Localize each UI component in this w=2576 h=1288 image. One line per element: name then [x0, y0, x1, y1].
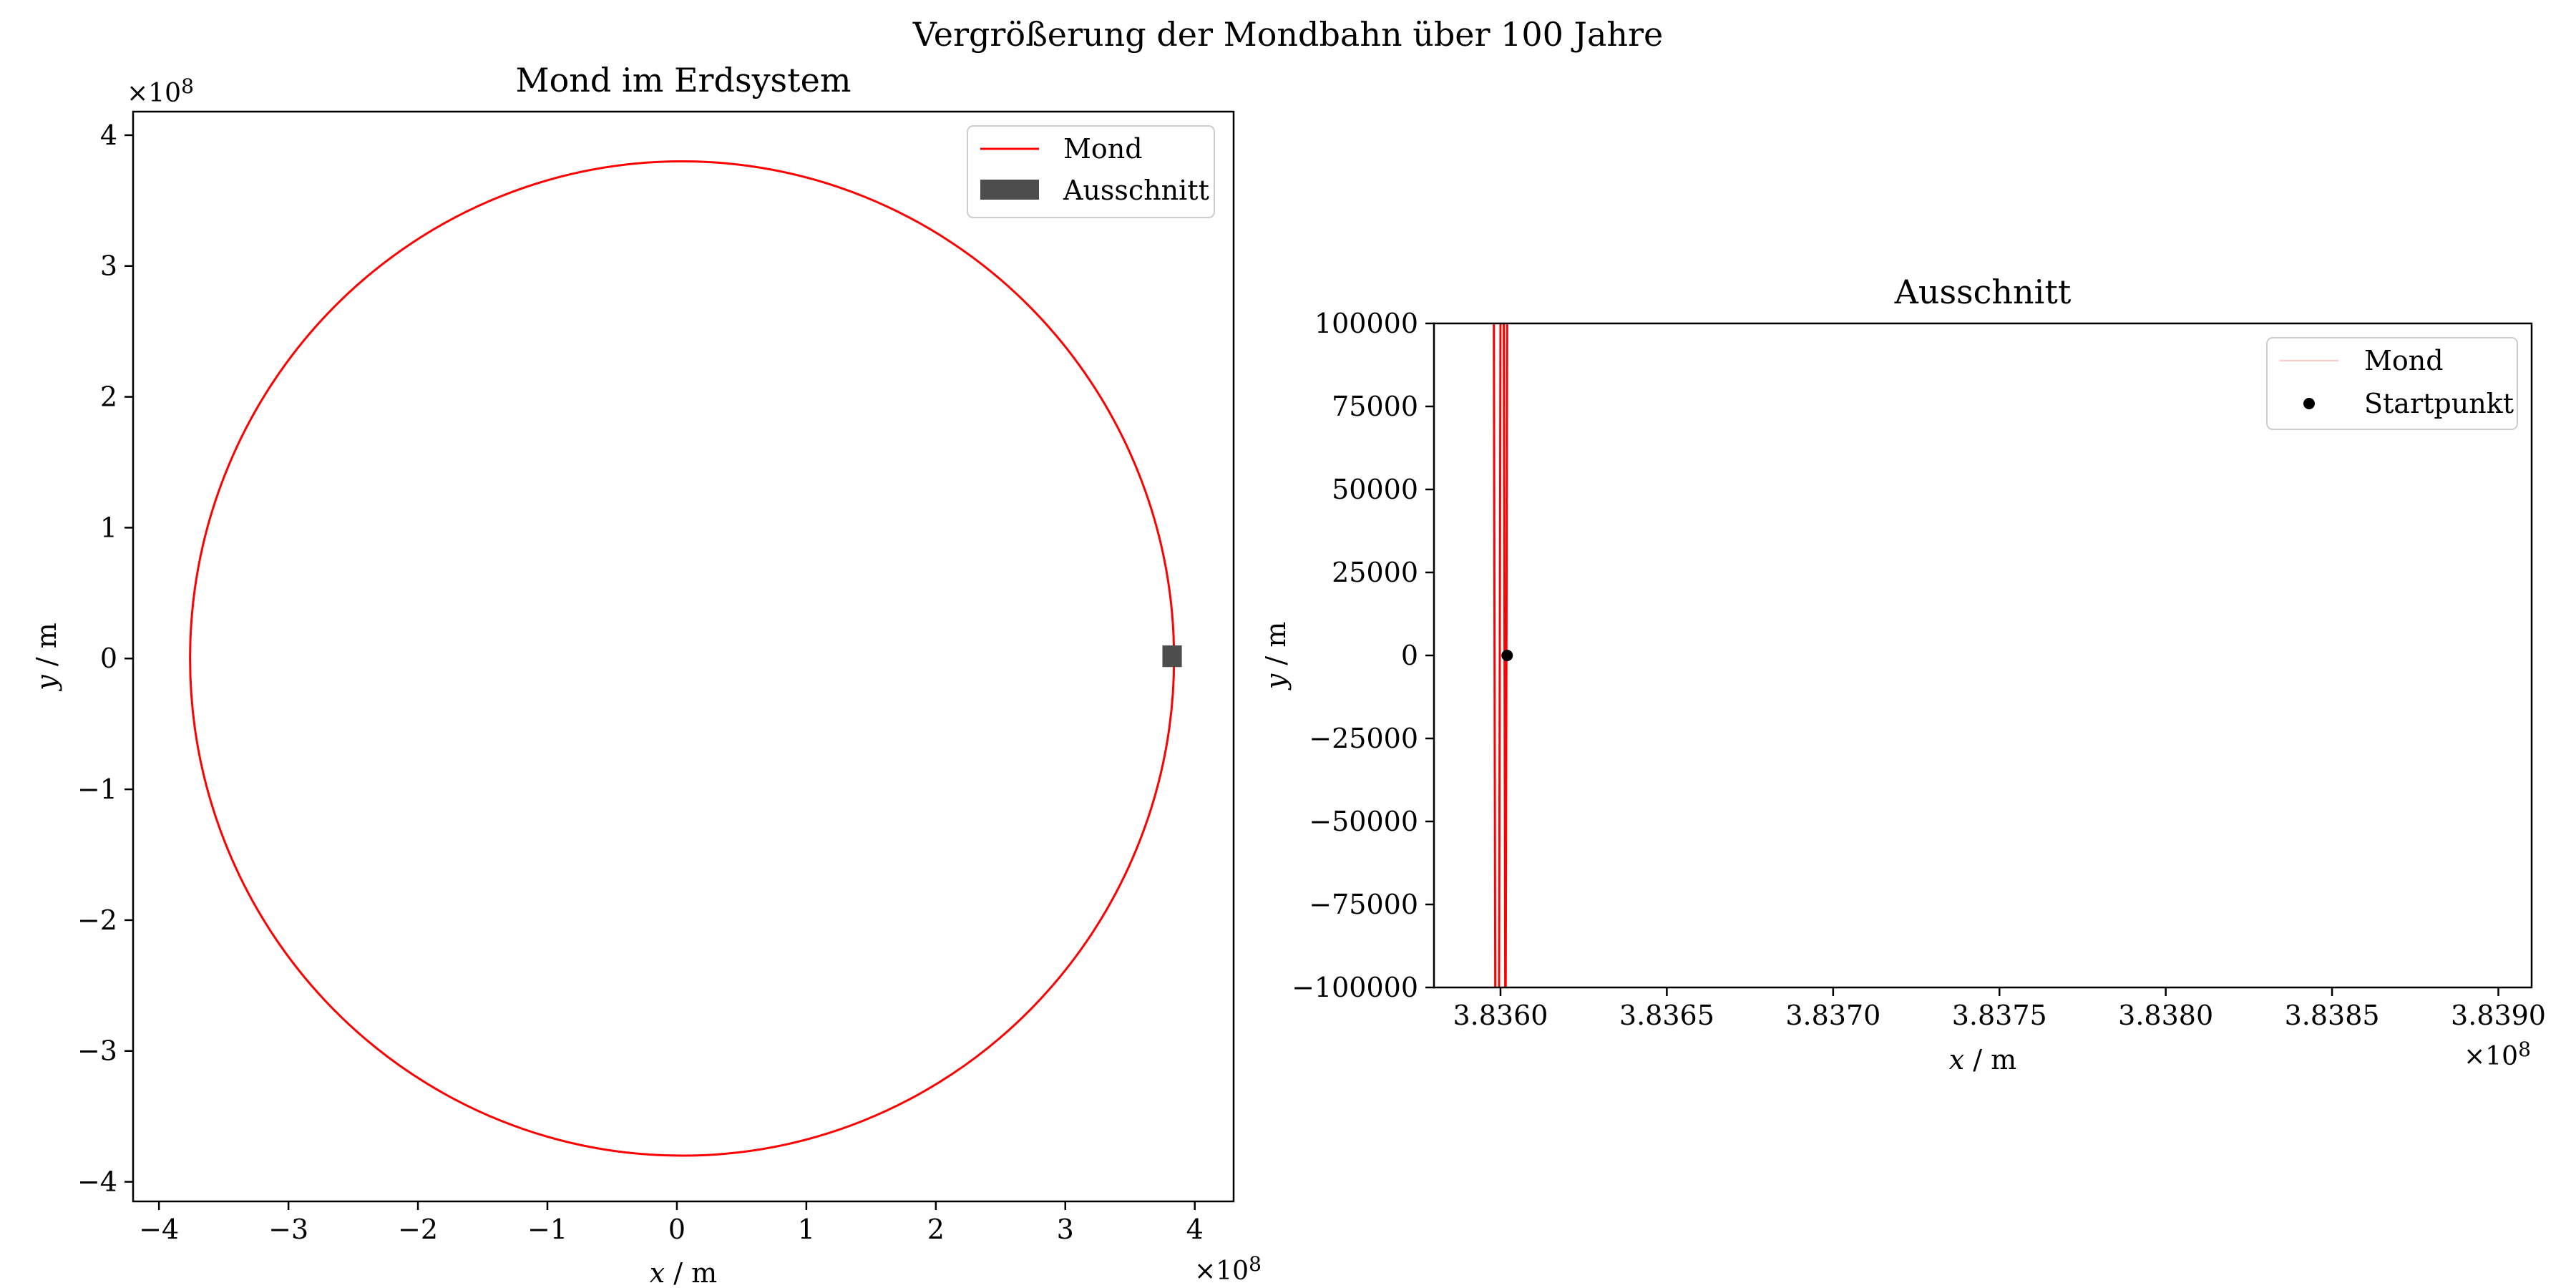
x-tick-label: 4: [1186, 1214, 1204, 1245]
legend-label-start: Startpunkt: [2364, 388, 2514, 419]
y-axis-label: y / m: [1260, 622, 1292, 691]
x-tick-label: 3: [1057, 1214, 1074, 1245]
x-tick-label: 3.8365: [1619, 1000, 1714, 1031]
legend: Mond Startpunkt: [2266, 337, 2518, 430]
x-tick-label: 3.8375: [1952, 1000, 2047, 1031]
moon-track-line: [1493, 323, 1497, 988]
zoom-region-rect: [1162, 645, 1182, 668]
y-axis-label: y / m: [31, 623, 62, 691]
right-axes-zoom: Ausschnitt 3.8360 3.8365 3.8370 3.8375 3.8380…: [1260, 273, 2546, 1075]
x-offset-label: ×108: [1194, 1252, 1262, 1286]
y-tick-label: 100000: [1314, 308, 1418, 339]
y-offset-label: ×108: [127, 74, 194, 108]
y-tick-label: −75000: [1309, 889, 1418, 920]
plot-frame: [132, 110, 1235, 1203]
y-tick-label: 4: [100, 119, 117, 151]
legend-label-moon: Mond: [2364, 345, 2444, 376]
y-tick-label: −50000: [1309, 806, 1418, 837]
x-tick-label: 2: [927, 1214, 945, 1245]
x-tick-label: −4: [139, 1214, 179, 1245]
legend-label-moon: Mond: [1063, 133, 1143, 165]
y-tick-label: 25000: [1332, 557, 1418, 588]
x-tick-label: 3.8390: [2451, 1000, 2546, 1031]
y-tick-label: −3: [77, 1035, 117, 1067]
x-tick-label: −1: [527, 1214, 567, 1245]
x-tick-label: 3.8360: [1453, 1000, 1548, 1031]
y-tick-label: −1: [77, 774, 117, 805]
x-tick-label: 3.8380: [2118, 1000, 2213, 1031]
moon-orbit-line: [189, 160, 1176, 1157]
figure-title: Vergrößerung der Mondbahn über 100 Jahre: [912, 15, 1664, 54]
legend-swatch-zoom: [980, 180, 1039, 200]
legend: Mond Ausschnitt: [967, 125, 1215, 218]
x-axis-label: x / m: [650, 1257, 717, 1288]
y-tick-label: −2: [77, 904, 117, 936]
x-tick-label: 0: [668, 1214, 686, 1245]
moon-track-line: [1498, 323, 1502, 988]
y-tick-label: −25000: [1309, 723, 1418, 754]
start-point-marker: [1501, 650, 1513, 661]
y-tick-label: 75000: [1332, 391, 1418, 422]
y-tick-label: 0: [100, 643, 117, 674]
x-tick-label: −3: [268, 1214, 308, 1245]
y-tick-label: 1: [100, 512, 117, 543]
legend-label-zoom: Ausschnitt: [1063, 175, 1209, 206]
y-tick-label: 2: [100, 381, 117, 413]
axes-title: Ausschnitt: [1894, 273, 2072, 311]
left-axes-orbit: Mond im Erdsystem −4 −3 −2 −1 0 1 2 3 4 −4 −3 −2 −1 0 1…: [31, 61, 1262, 1288]
x-tick-label: 3.8370: [1785, 1000, 1880, 1031]
x-axis-label: x / m: [1949, 1044, 2016, 1075]
y-tick-label: 3: [100, 250, 117, 282]
axes-title: Mond im Erdsystem: [516, 61, 852, 99]
y-tick-label: −100000: [1292, 972, 1418, 1003]
legend-swatch-start: [2303, 398, 2315, 409]
y-tick-label: −4: [77, 1166, 117, 1198]
x-tick-label: 3.8385: [2285, 1000, 2380, 1031]
x-tick-label: 1: [798, 1214, 815, 1245]
y-tick-label: 50000: [1332, 474, 1418, 505]
x-tick-label: −2: [398, 1214, 438, 1245]
x-offset-label: ×108: [2464, 1038, 2531, 1071]
y-tick-label: 0: [1401, 640, 1418, 671]
